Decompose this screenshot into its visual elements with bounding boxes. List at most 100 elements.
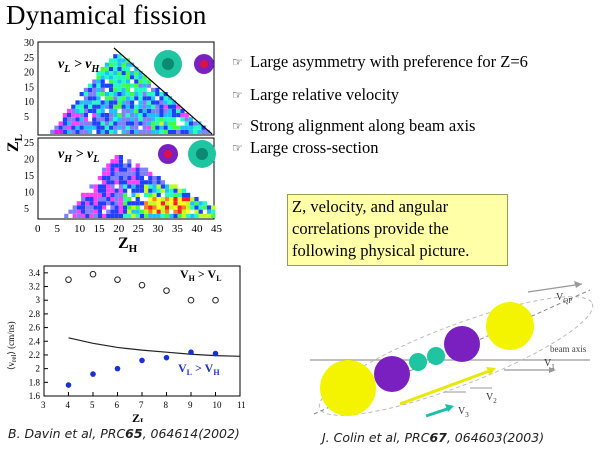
y-tick-label: 1.8 bbox=[29, 377, 41, 387]
map-y-tick-label: 20 bbox=[24, 155, 34, 166]
heatmap-cell bbox=[97, 188, 102, 193]
heatmap-cell bbox=[127, 197, 132, 202]
heatmap-cell bbox=[163, 100, 168, 105]
heatmap-cell bbox=[113, 62, 118, 67]
heatmap-cell bbox=[155, 104, 160, 109]
heatmap-cell bbox=[83, 100, 88, 105]
heatmap-cell bbox=[104, 121, 109, 126]
heatmap-cell bbox=[109, 96, 114, 101]
heatmap-cell bbox=[142, 75, 147, 80]
heatmap-cell bbox=[71, 117, 76, 122]
heatmap-cell bbox=[85, 213, 90, 218]
heatmap-cell bbox=[104, 62, 109, 67]
heatmap-cell bbox=[81, 197, 86, 202]
heatmap-cell bbox=[131, 205, 136, 210]
heatmap-cell bbox=[96, 125, 101, 130]
heatmap-cell bbox=[109, 92, 114, 97]
heatmap-cell bbox=[159, 96, 164, 101]
y-tick-label: 2 bbox=[36, 364, 41, 374]
heatmap-cell bbox=[155, 108, 160, 113]
heatmap-cell bbox=[156, 213, 161, 218]
heatmap-cell bbox=[131, 188, 136, 193]
heatmap-cell bbox=[104, 83, 109, 88]
heatmap-cell bbox=[134, 71, 139, 76]
v3-label: V3 bbox=[458, 406, 469, 419]
heatmap-cell bbox=[134, 96, 139, 101]
heatmap-cell bbox=[139, 184, 144, 189]
heatmap-cell bbox=[104, 113, 109, 118]
map-y-tick-label: 5 bbox=[24, 204, 29, 215]
map-y-tick-label: 25 bbox=[24, 138, 34, 149]
fragment-teal-2 bbox=[427, 347, 445, 365]
heatmap-cell bbox=[85, 209, 90, 214]
heatmap-cell bbox=[138, 96, 143, 101]
beam-axis-label: beam axis bbox=[550, 344, 587, 354]
heatmap-cell bbox=[125, 113, 130, 118]
heatmap-cell bbox=[172, 125, 177, 130]
heatmap-cell bbox=[117, 75, 122, 80]
data-point-vh-gt-vl bbox=[89, 270, 97, 278]
heatmap-cell bbox=[125, 79, 130, 84]
heatmap-cell bbox=[135, 197, 140, 202]
heatmap-cell bbox=[97, 213, 102, 218]
heatmap-cell bbox=[102, 167, 107, 172]
heatmap-cell bbox=[83, 96, 88, 101]
heatmap-cell bbox=[135, 213, 140, 218]
x-tick-label: 4 bbox=[66, 400, 71, 410]
map-x-tick-label: 30 bbox=[152, 223, 164, 235]
heatmap-cell bbox=[117, 125, 122, 130]
heatmap-cell bbox=[125, 92, 130, 97]
heatmap-cell bbox=[172, 113, 177, 118]
heatmap-cell bbox=[92, 87, 97, 92]
heatmap-cell bbox=[211, 213, 216, 218]
heatmap-cell bbox=[76, 201, 81, 206]
heatmap-cell bbox=[134, 129, 139, 134]
heatmap-cell bbox=[131, 180, 136, 185]
heatmap-cell bbox=[134, 121, 139, 126]
heatmap-cell bbox=[173, 197, 178, 202]
heatmap-cell bbox=[113, 100, 118, 105]
heatmap-cell bbox=[184, 129, 189, 134]
data-point-vh-gt-vl bbox=[114, 276, 121, 283]
heatmap-cell bbox=[186, 192, 191, 197]
heatmap-cell bbox=[180, 117, 185, 122]
heatmap-cell bbox=[123, 163, 128, 168]
heatmap-cell bbox=[100, 113, 105, 118]
heatmap-cell bbox=[104, 92, 109, 97]
heatmap-cell bbox=[106, 176, 111, 181]
heatmap-cell bbox=[110, 213, 115, 218]
heatmap-cell bbox=[125, 121, 130, 126]
heatmap-cell bbox=[117, 92, 122, 97]
heatmap-cell bbox=[148, 188, 153, 193]
heatmap-cell bbox=[144, 213, 149, 218]
v1-label: V1 bbox=[544, 358, 555, 371]
heatmap-cell bbox=[96, 83, 101, 88]
heatmap-cell bbox=[89, 197, 94, 202]
heatmap-cell bbox=[194, 209, 199, 214]
heatmap-cell bbox=[96, 75, 101, 80]
heatmap-cell bbox=[67, 125, 72, 130]
heatmap-cell bbox=[117, 62, 122, 67]
y-tick-label: 2.8 bbox=[29, 309, 41, 319]
heatmap-cell bbox=[181, 197, 186, 202]
heatmap-cell bbox=[138, 75, 143, 80]
heatmap-cell bbox=[142, 92, 147, 97]
heatmap-cell bbox=[110, 176, 115, 181]
heatmap-cell bbox=[146, 129, 151, 134]
heatmap-cell bbox=[156, 188, 161, 193]
heatmap-cell bbox=[134, 104, 139, 109]
map-x-tick-label: 40 bbox=[191, 223, 203, 235]
map-y-tick-label: 10 bbox=[24, 97, 34, 108]
heatmap-cell bbox=[202, 213, 207, 218]
bottom-map-label: vH > vL bbox=[58, 147, 99, 165]
heatmap-cell bbox=[118, 163, 123, 168]
heatmap-cell bbox=[181, 188, 186, 193]
heatmap-cell bbox=[81, 213, 86, 218]
heatmap-cell bbox=[92, 96, 97, 101]
heatmap-cell bbox=[172, 100, 177, 105]
heatmap-cell bbox=[194, 197, 199, 202]
heatmap-cell bbox=[130, 125, 135, 130]
heatmap-cell bbox=[118, 176, 123, 181]
heatmap-cell bbox=[190, 197, 195, 202]
